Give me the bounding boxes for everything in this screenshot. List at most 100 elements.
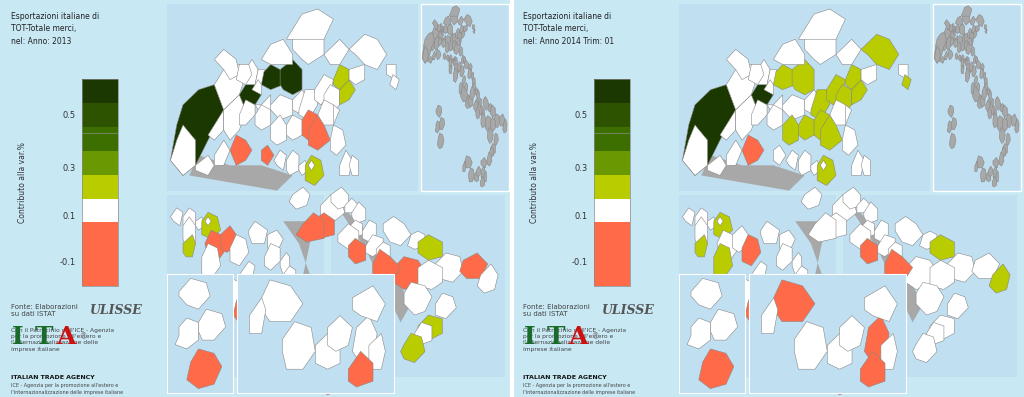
Polygon shape	[464, 83, 468, 93]
Polygon shape	[183, 217, 196, 248]
Polygon shape	[465, 94, 471, 109]
Polygon shape	[987, 88, 990, 94]
Polygon shape	[284, 221, 314, 368]
Bar	[82, 151, 118, 175]
Polygon shape	[252, 310, 276, 346]
Polygon shape	[383, 216, 411, 246]
Polygon shape	[852, 150, 864, 175]
Polygon shape	[472, 83, 476, 93]
Polygon shape	[302, 297, 314, 324]
Polygon shape	[799, 115, 814, 140]
Polygon shape	[986, 172, 991, 182]
Polygon shape	[281, 60, 302, 95]
Polygon shape	[490, 105, 496, 118]
Polygon shape	[481, 109, 484, 119]
Polygon shape	[468, 69, 471, 79]
Polygon shape	[352, 286, 385, 322]
Polygon shape	[477, 264, 498, 293]
Polygon shape	[782, 115, 799, 145]
Bar	[331, 195, 505, 377]
Polygon shape	[726, 140, 742, 165]
Polygon shape	[317, 100, 334, 125]
Polygon shape	[808, 293, 820, 310]
Polygon shape	[314, 337, 331, 364]
Polygon shape	[742, 135, 764, 165]
Polygon shape	[836, 105, 852, 125]
Bar	[82, 198, 118, 222]
Polygon shape	[432, 20, 438, 30]
Bar	[594, 79, 630, 286]
Text: 0.3: 0.3	[574, 164, 588, 173]
Polygon shape	[418, 315, 442, 341]
Polygon shape	[752, 100, 767, 125]
Polygon shape	[976, 56, 978, 63]
Polygon shape	[484, 172, 486, 182]
Polygon shape	[953, 35, 957, 42]
Polygon shape	[930, 315, 954, 341]
Polygon shape	[752, 261, 767, 288]
Polygon shape	[474, 100, 478, 112]
Polygon shape	[441, 39, 445, 48]
Polygon shape	[965, 40, 969, 51]
Polygon shape	[811, 319, 823, 341]
Polygon shape	[462, 30, 465, 39]
Polygon shape	[390, 75, 399, 90]
Polygon shape	[779, 310, 799, 341]
Polygon shape	[947, 293, 969, 319]
Polygon shape	[437, 25, 441, 32]
Text: ICE - Agenzia per la promozione all'estero e: ICE - Agenzia per la promozione all'este…	[523, 383, 631, 388]
Bar	[594, 198, 630, 222]
Text: -0.1: -0.1	[59, 258, 76, 266]
Polygon shape	[843, 187, 860, 209]
Polygon shape	[293, 24, 324, 64]
Polygon shape	[488, 103, 492, 112]
Polygon shape	[441, 27, 444, 32]
Polygon shape	[691, 278, 722, 309]
Polygon shape	[949, 25, 953, 32]
Polygon shape	[240, 100, 255, 125]
Bar	[82, 79, 118, 103]
Polygon shape	[255, 105, 270, 130]
Polygon shape	[749, 64, 764, 85]
Polygon shape	[474, 172, 479, 182]
Polygon shape	[948, 49, 953, 60]
Polygon shape	[1006, 114, 1012, 128]
Polygon shape	[817, 155, 836, 185]
Polygon shape	[962, 58, 964, 70]
Polygon shape	[439, 118, 444, 129]
Polygon shape	[951, 118, 956, 129]
Polygon shape	[785, 150, 799, 170]
Polygon shape	[962, 54, 964, 63]
Polygon shape	[955, 16, 963, 25]
Polygon shape	[955, 53, 958, 60]
Polygon shape	[273, 288, 296, 324]
Polygon shape	[857, 198, 870, 213]
Polygon shape	[767, 105, 782, 130]
Polygon shape	[982, 86, 987, 100]
Polygon shape	[944, 20, 950, 30]
Polygon shape	[240, 261, 255, 288]
Polygon shape	[428, 56, 432, 63]
Polygon shape	[981, 63, 984, 72]
Bar	[167, 195, 324, 377]
Text: Contributo alla var.%: Contributo alla var.%	[530, 142, 540, 223]
Polygon shape	[481, 112, 486, 128]
Polygon shape	[853, 213, 923, 322]
Polygon shape	[742, 235, 761, 266]
Polygon shape	[950, 32, 955, 40]
Polygon shape	[289, 187, 310, 209]
Polygon shape	[458, 62, 462, 72]
Polygon shape	[296, 213, 324, 242]
Polygon shape	[1011, 114, 1017, 126]
Polygon shape	[450, 42, 453, 51]
Polygon shape	[340, 80, 355, 105]
Polygon shape	[946, 35, 951, 51]
Polygon shape	[220, 226, 237, 252]
Polygon shape	[774, 280, 815, 322]
Polygon shape	[971, 83, 975, 94]
Polygon shape	[464, 60, 469, 69]
Polygon shape	[962, 42, 965, 51]
Polygon shape	[811, 90, 829, 120]
Polygon shape	[471, 72, 474, 81]
Polygon shape	[324, 39, 349, 64]
